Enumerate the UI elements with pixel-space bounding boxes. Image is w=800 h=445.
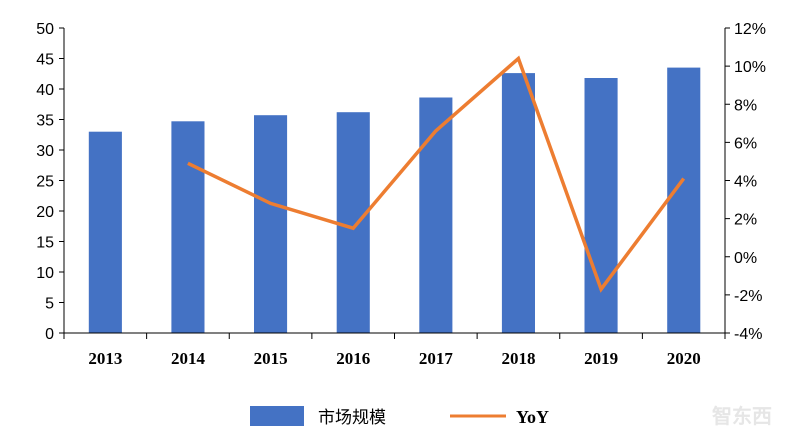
left-tick-label: 25 [36, 174, 54, 191]
yoy-line-series [187, 55, 686, 293]
right-tick-label: 2% [734, 212, 757, 229]
x-tick-label-2016: 2016 [336, 349, 370, 368]
left-tick-label: 20 [36, 204, 54, 221]
bar-2016 [336, 112, 370, 333]
left-tick-label: 30 [36, 143, 54, 160]
bar-2015 [254, 115, 288, 333]
right-tick-label: -4% [734, 326, 762, 343]
right-tick-label: 0% [734, 250, 757, 267]
legend-label-bar: 市场规模 [318, 408, 386, 428]
left-tick-label: 10 [36, 265, 54, 282]
left-tick-label: 45 [36, 52, 54, 69]
bar-series [88, 67, 701, 333]
right-tick-label: 4% [734, 174, 757, 191]
right-tick-label: -2% [734, 288, 762, 305]
bar-2014 [171, 121, 205, 333]
x-tick-label-2017: 2017 [419, 349, 454, 368]
left-tick-label: 5 [45, 296, 54, 313]
left-tick-label: 15 [36, 235, 54, 252]
bar-2017 [419, 97, 453, 333]
x-tick-label-2015: 2015 [254, 349, 288, 368]
x-tick-label-2013: 2013 [88, 349, 122, 368]
legend: 市场规模 YoY [250, 406, 549, 428]
left-tick-label: 40 [36, 82, 54, 99]
bar-2020 [667, 67, 701, 333]
right-tick-label: 8% [734, 97, 757, 114]
legend-label-line: YoY [516, 407, 549, 427]
right-tick-label: 12% [734, 21, 766, 38]
bar-2019 [584, 78, 618, 333]
left-tick-label: 35 [36, 113, 54, 130]
left-tick-label: 0 [45, 326, 54, 343]
right-tick-label: 6% [734, 135, 757, 152]
left-tick-label: 50 [36, 21, 54, 38]
watermark-logo: 智东西 [712, 404, 772, 428]
bar-2013 [88, 131, 122, 333]
x-tick-label-2019: 2019 [584, 349, 618, 368]
x-tick-label-2020: 2020 [667, 349, 701, 368]
x-tick-label-2018: 2018 [501, 349, 535, 368]
bar-2018 [501, 73, 535, 333]
right-tick-label: 10% [734, 59, 766, 76]
axes: 0 5 10 15 20 25 30 35 40 45 50 -4% -2% 0% 2% 4% 6% 8% 10% 1… [36, 21, 766, 368]
legend-swatch-bar [250, 406, 304, 426]
x-tick-label-2014: 2014 [171, 349, 206, 368]
